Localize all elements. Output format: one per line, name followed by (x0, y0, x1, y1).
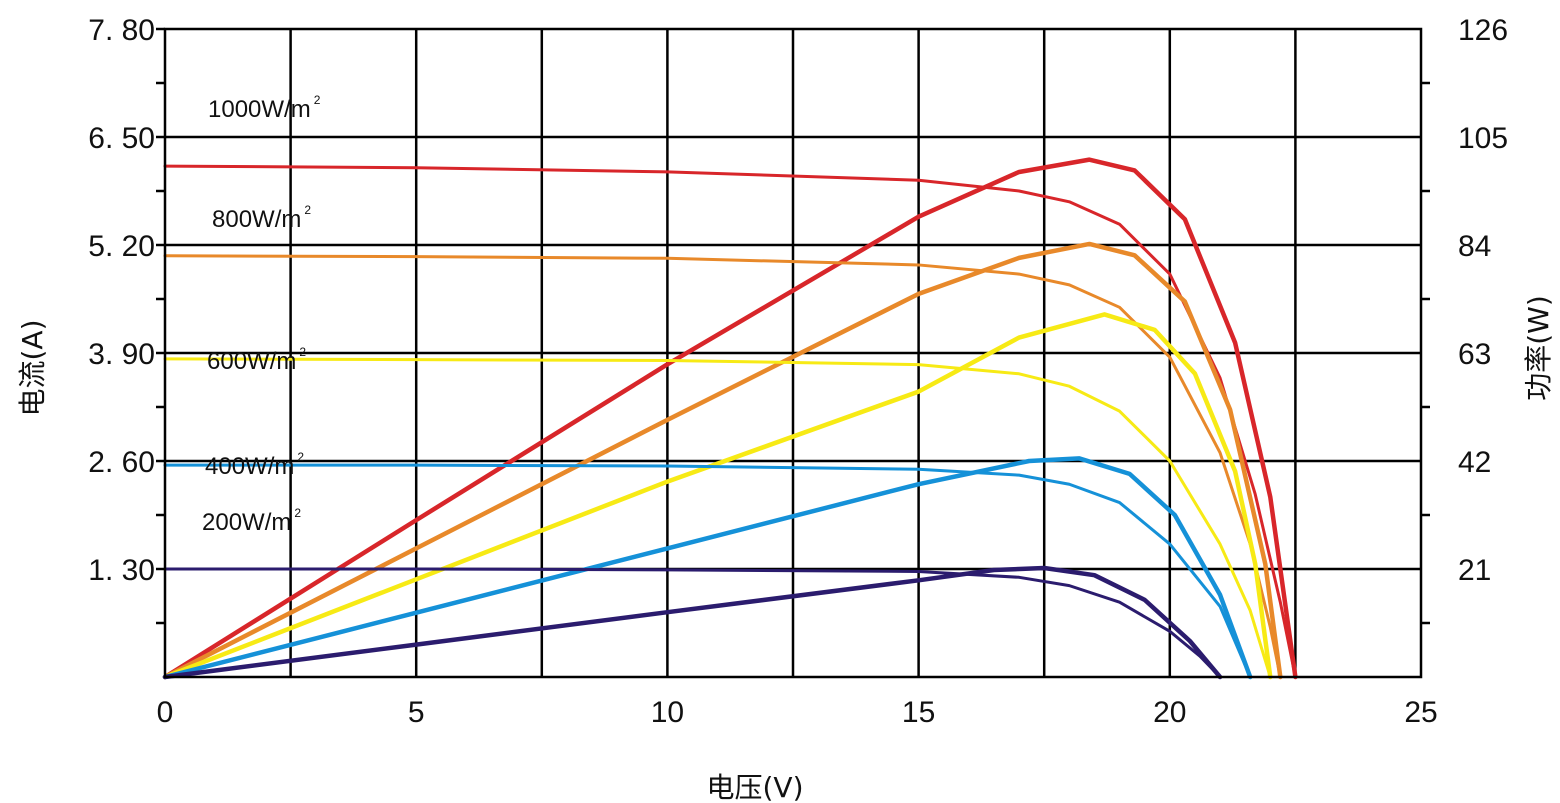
series-label-1: 800W/m 2 (212, 203, 311, 233)
y-tick-label: 7. 80 (88, 14, 155, 47)
y2-tick-label: 126 (1458, 14, 1508, 47)
y2-axis-title: 功率(W) (1522, 295, 1555, 401)
series-group (162, 157, 1298, 680)
y-tick-label: 5. 20 (88, 230, 155, 263)
y-tick-label: 1. 30 (88, 554, 155, 587)
series-2 (162, 312, 1273, 680)
series-label-4: 200W/m 2 (202, 506, 301, 536)
pv-curve (162, 456, 1253, 680)
y-axis-title: 电流(A) (16, 319, 49, 416)
series-0 (162, 157, 1298, 680)
pv-curve (162, 241, 1283, 680)
grid (165, 29, 1421, 677)
x-tick-label: 10 (651, 696, 684, 729)
tick-labels: 0 5 10 15 20 25 1. 30 2. 60 3. 90 5. 20 6. 50 7. 80… (88, 14, 1508, 729)
series-label-sup: 2 (314, 93, 321, 107)
y2-tick-label: 84 (1458, 230, 1491, 263)
x-tick-label: 0 (157, 696, 174, 729)
pv-curve (162, 565, 1223, 680)
tick-marks (156, 27, 1430, 625)
x-tick-label: 15 (902, 696, 935, 729)
y-tick-label: 3. 90 (88, 338, 155, 371)
y-tick-label: 2. 60 (88, 446, 155, 479)
iv-curve (163, 567, 1222, 679)
y2-tick-label: 21 (1458, 554, 1491, 587)
series-label-sup: 2 (304, 203, 311, 217)
iv-curve (163, 463, 1252, 679)
series-3 (162, 456, 1253, 680)
x-tick-label: 20 (1153, 696, 1186, 729)
series-label-2: 600W/m 2 (207, 345, 306, 375)
series-4 (162, 565, 1223, 680)
y2-tick-label: 42 (1458, 446, 1491, 479)
x-tick-label: 5 (408, 696, 425, 729)
y-tick-label: 6. 50 (88, 122, 155, 155)
iv-curve (163, 164, 1297, 679)
series-label-3: 400W/m 2 (205, 450, 304, 480)
series-label-sup: 2 (294, 506, 301, 520)
iv-curve (163, 357, 1272, 679)
x-tick-label: 25 (1404, 696, 1437, 729)
y2-tick-label: 105 (1458, 122, 1508, 155)
series-labels: 1000W/m 2 800W/m 2 600W/m 2 400W/m 2 200W/m 2 (202, 93, 321, 536)
series-label-0: 1000W/m 2 (208, 93, 321, 123)
x-axis-title: 电压(V) (706, 771, 803, 803)
pv-curve (162, 312, 1273, 680)
pv-curve (162, 157, 1298, 680)
y2-tick-label: 63 (1458, 338, 1491, 371)
series-label-sup: 2 (297, 450, 304, 464)
series-label-sup: 2 (299, 345, 306, 359)
